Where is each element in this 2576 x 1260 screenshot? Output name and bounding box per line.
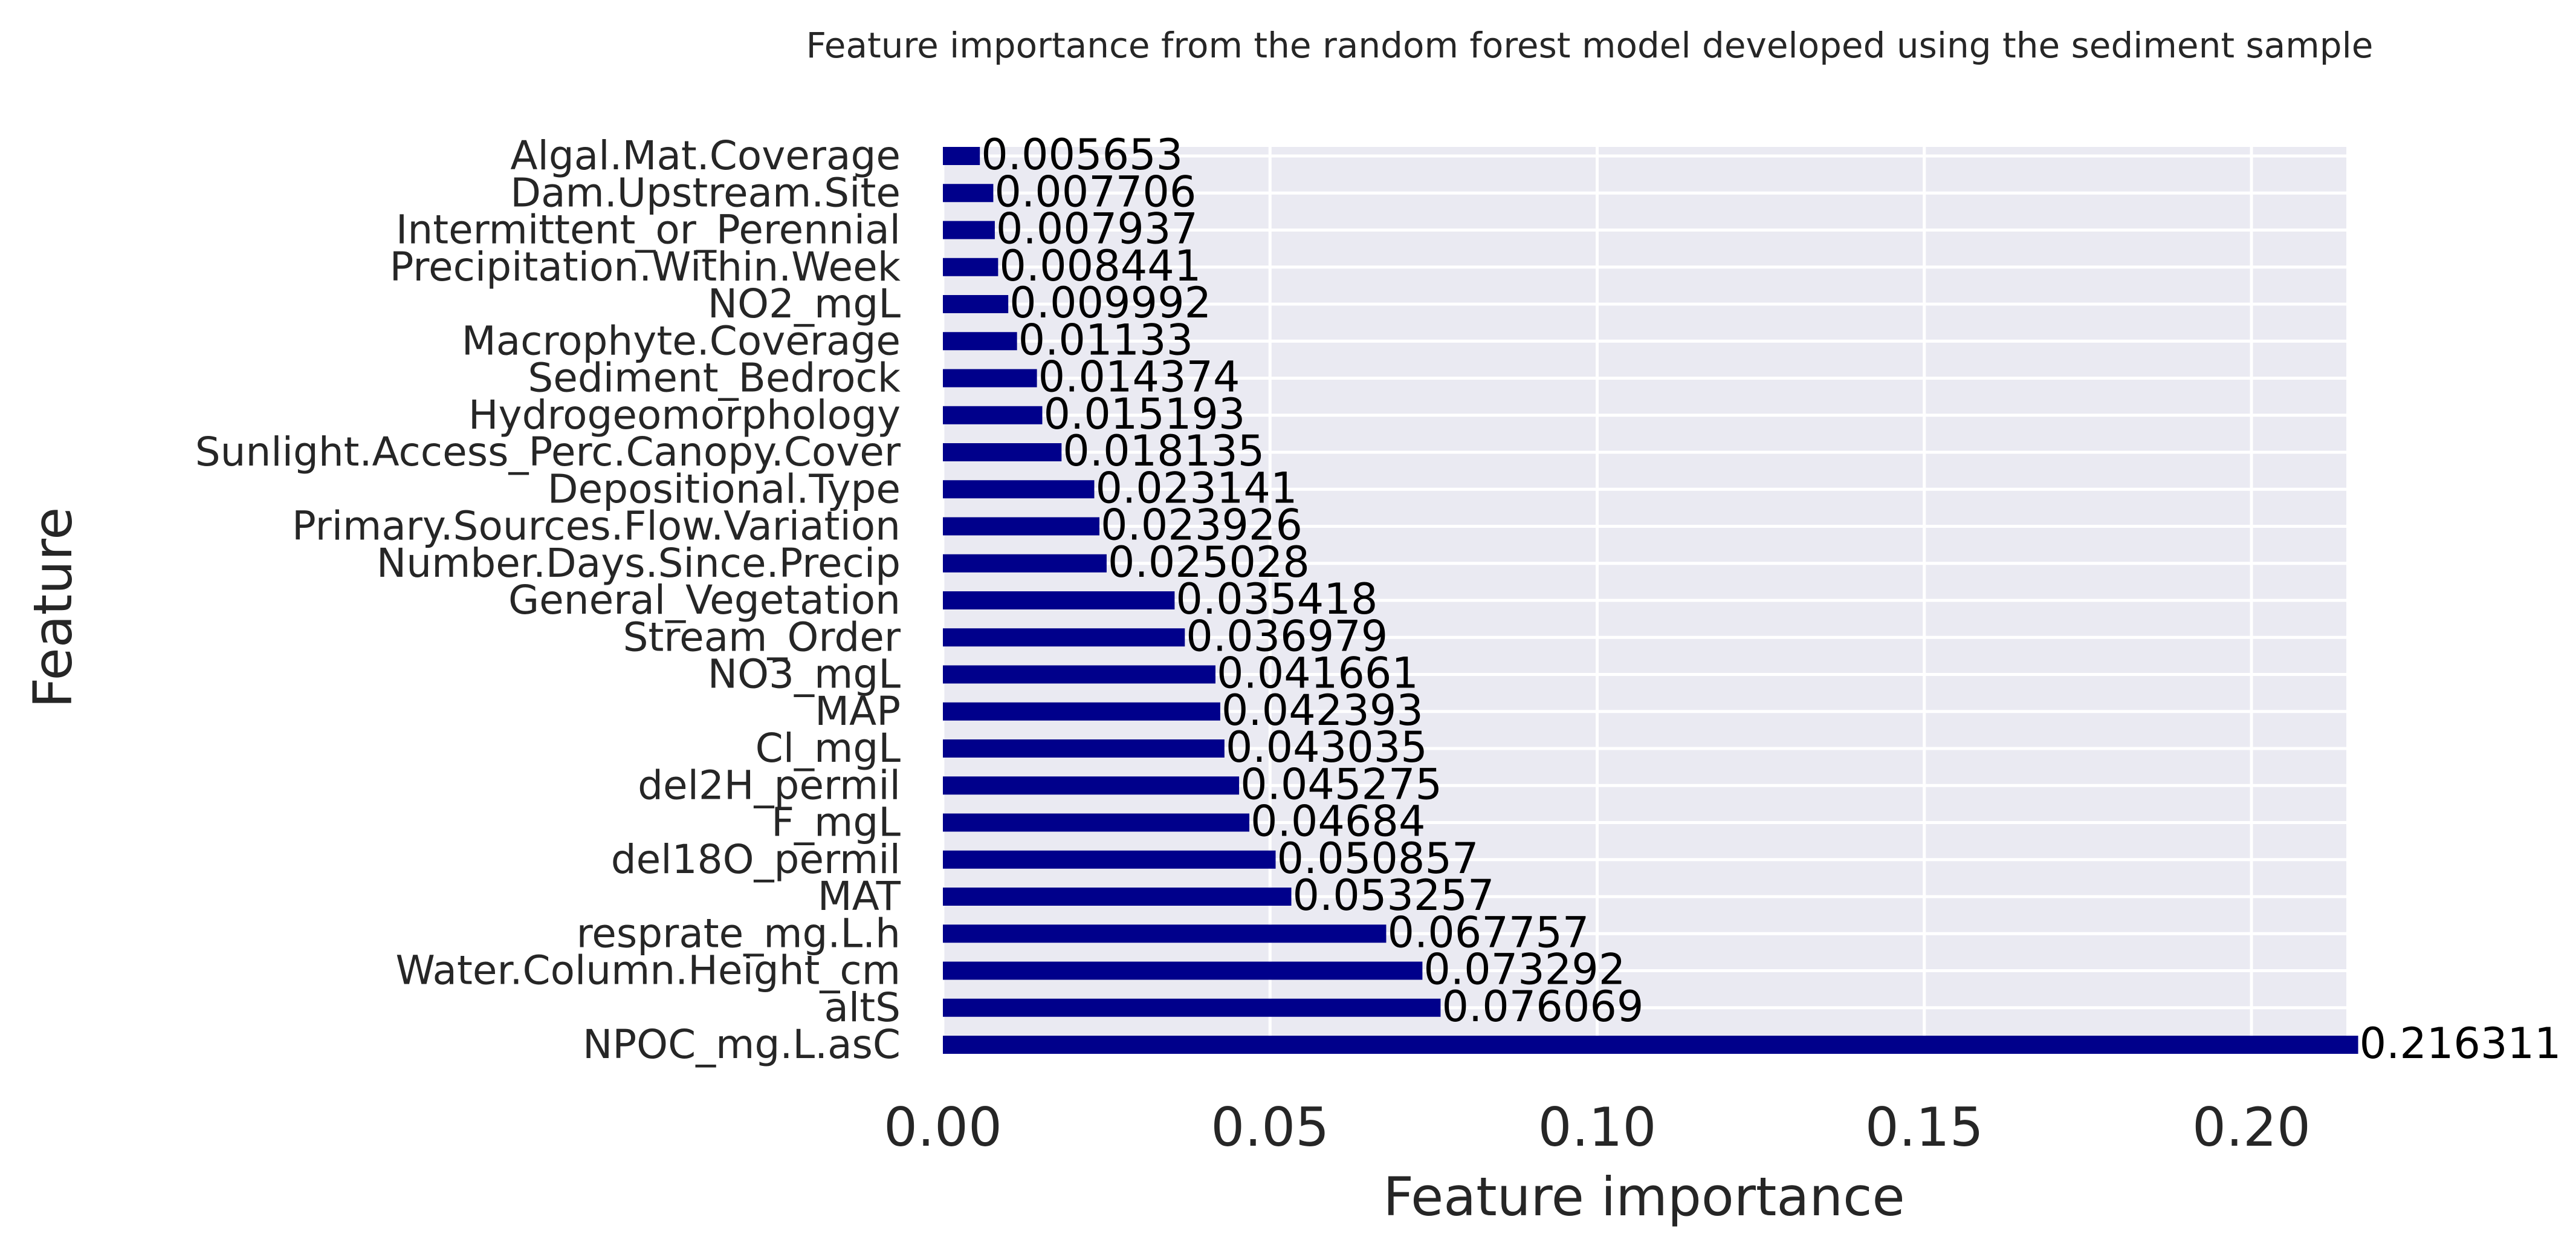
data-label: 0.036979 — [1186, 611, 1388, 661]
data-label: 0.04684 — [1251, 797, 1425, 846]
bars — [943, 147, 2358, 1054]
category-label: NO2_mgL — [708, 281, 901, 327]
category-label: Depositional.Type — [548, 466, 901, 512]
data-label: 0.015193 — [1043, 389, 1245, 439]
bar — [943, 480, 1095, 499]
data-labels: 0.216311 0.0760690.0732920.0677570.053257… — [981, 130, 2561, 1068]
category-label: altS — [824, 984, 901, 1031]
category-label: Number.Days.Since.Precip — [377, 540, 901, 586]
category-label: Sediment_Bedrock — [528, 355, 901, 401]
x-axis-label: Feature importance — [1383, 1166, 1904, 1228]
bar — [943, 258, 998, 276]
data-label: 0.005653 — [981, 130, 1183, 180]
category-label: Primary.Sources.Flow.Variation — [292, 503, 901, 550]
category-label: Precipitation.Within.Week — [390, 244, 901, 290]
data-label: 0.041661 — [1217, 649, 1419, 698]
bar — [943, 850, 1276, 869]
data-label: 0.053257 — [1293, 871, 1495, 920]
category-label: Intermittent_or_Perennial — [396, 207, 901, 253]
x-tick-label: 0.05 — [1211, 1096, 1329, 1158]
bar — [943, 924, 1387, 943]
data-label: 0.007937 — [996, 204, 1198, 254]
data-label: 0.008441 — [999, 241, 1201, 291]
data-label: 0.067757 — [1387, 908, 1589, 957]
category-label: NO3_mgL — [708, 651, 901, 698]
bar — [943, 702, 1220, 721]
bar — [943, 665, 1215, 684]
data-label: 0.042393 — [1222, 686, 1423, 735]
category-label: Algal.Mat.Coverage — [510, 132, 901, 179]
data-label: 0.023926 — [1101, 501, 1303, 550]
bar — [943, 221, 995, 239]
bar — [943, 332, 1017, 351]
bar — [943, 888, 1292, 906]
x-tick-label: 0.00 — [884, 1096, 1002, 1158]
y-axis-label: Feature — [22, 507, 84, 709]
category-label: del2H_permil — [638, 762, 901, 808]
category-label: Macrophyte.Coverage — [462, 317, 901, 364]
category-label: MAP — [815, 688, 901, 735]
bar — [943, 776, 1240, 795]
data-label: 0.043035 — [1226, 723, 1428, 772]
category-label: Water.Column.Height_cm — [395, 947, 901, 994]
bar — [943, 147, 980, 165]
data-label: 0.025028 — [1108, 537, 1310, 587]
data-label: 0.045275 — [1240, 759, 1442, 809]
bar — [943, 813, 1250, 832]
bar — [943, 739, 1225, 758]
data-label: 0.035418 — [1176, 574, 1377, 624]
data-label: 0.023141 — [1096, 463, 1298, 513]
category-label: Cl_mgL — [756, 725, 901, 771]
category-label: General_Vegetation — [508, 577, 901, 623]
data-label: 0.01133 — [1018, 315, 1193, 365]
x-tick-label: 0.10 — [1538, 1096, 1657, 1158]
category-label: Hydrogeomorphology — [468, 392, 901, 438]
bar — [943, 1036, 2358, 1054]
category-label: resprate_mg.L.h — [577, 910, 901, 956]
data-label: 0.076069 — [1442, 982, 1643, 1031]
category-label: Sunlight.Access_Perc.Canopy.Cover — [195, 429, 901, 475]
data-label: 0.014374 — [1038, 352, 1240, 402]
bar — [943, 628, 1185, 647]
x-tick-label: 0.20 — [2192, 1096, 2311, 1158]
chart-title: Feature importance from the random fores… — [806, 25, 2374, 66]
x-tick-label: 0.15 — [1865, 1096, 1984, 1158]
bar — [943, 998, 1441, 1017]
bar — [943, 295, 1009, 313]
category-label: Dam.Upstream.Site — [510, 169, 901, 216]
data-label: 0.050857 — [1277, 834, 1479, 883]
data-label: 0.216311 — [2360, 1019, 2561, 1068]
category-label: MAT — [818, 873, 901, 920]
bar — [943, 591, 1175, 609]
category-label: Stream_Order — [623, 614, 901, 660]
data-label: 0.073292 — [1423, 945, 1625, 995]
category-label: NPOC_mg.L.asC — [583, 1021, 901, 1068]
category-labels: NPOC_mg.L.asCaltSWater.Column.Height_cmr… — [195, 132, 901, 1068]
bar — [943, 554, 1107, 573]
x-tick-labels: 0.00 0.05 0.10 0.15 0.20 — [884, 1096, 2311, 1158]
bar — [943, 184, 994, 203]
bar — [943, 517, 1099, 536]
bar — [943, 369, 1037, 388]
data-label: 0.007706 — [994, 167, 1196, 216]
data-label: 0.009992 — [1009, 278, 1211, 328]
bar — [943, 406, 1043, 424]
category-label: F_mgL — [771, 799, 901, 846]
bar — [943, 443, 1062, 461]
bar — [943, 961, 1423, 980]
data-label: 0.018135 — [1063, 426, 1264, 476]
category-label: del18O_permil — [611, 836, 901, 883]
